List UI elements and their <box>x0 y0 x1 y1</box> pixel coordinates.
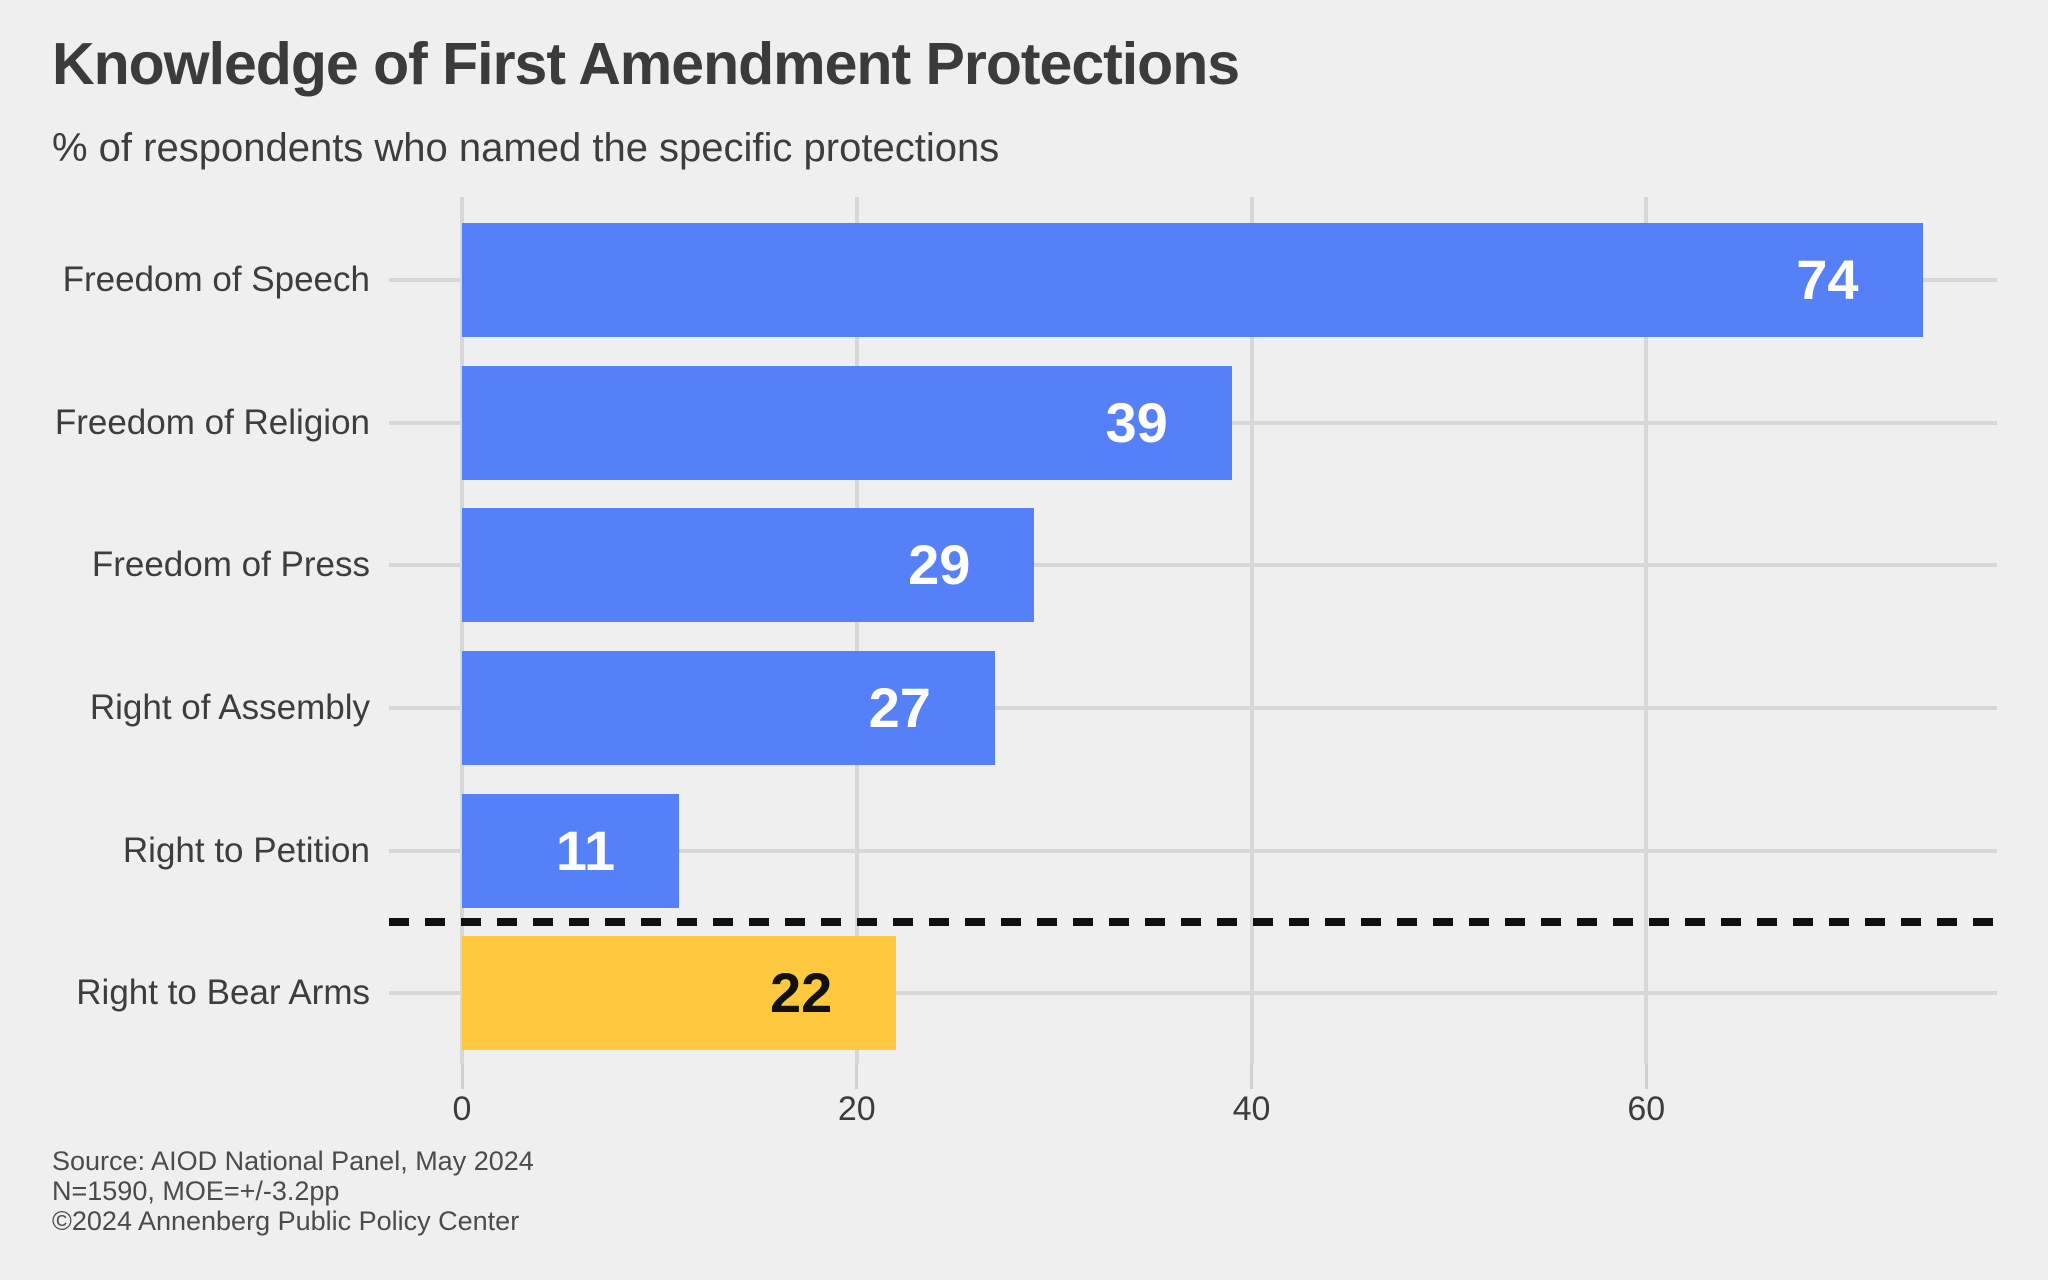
x-axis-tick-label: 40 <box>1232 1090 1271 1128</box>
source-line: ©2024 Annenberg Public Policy Center <box>52 1206 520 1236</box>
gridline-vertical <box>460 197 465 1064</box>
bar-value-label: 27 <box>868 675 931 739</box>
gridline-vertical <box>1644 197 1649 1064</box>
x-axis-tick-label: 0 <box>452 1090 472 1128</box>
source-block: Source: AIOD National Panel, May 2024 N=… <box>52 1146 534 1236</box>
y-axis-label: Right to Bear Arms <box>76 973 370 1013</box>
separator-dashed-line <box>389 917 1997 926</box>
y-axis-label: Right of Assembly <box>89 687 370 727</box>
bar-value-label: 74 <box>1796 248 1859 311</box>
y-axis-label: Freedom of Religion <box>54 402 370 442</box>
x-axis-tick <box>1644 1064 1648 1089</box>
bar: 22 <box>462 936 897 1051</box>
bar: 11 <box>462 793 680 908</box>
y-axis-label: Right to Petition <box>122 830 370 870</box>
bar: 29 <box>462 508 1035 623</box>
x-axis-tick-label: 60 <box>1627 1090 1666 1128</box>
source-line: Source: AIOD National Panel, May 2024 <box>52 1146 534 1176</box>
gridline-vertical <box>1249 197 1254 1064</box>
chart-title: Knowledge of First Amendment Protections <box>52 31 1240 97</box>
bar-value-label: 29 <box>908 533 971 597</box>
x-axis-tick-label: 20 <box>837 1090 876 1128</box>
source-line: N=1590, MOE=+/-3.2pp <box>52 1176 340 1206</box>
y-axis-label: Freedom of Press <box>91 545 370 585</box>
y-axis-label: Freedom of Speech <box>62 260 370 299</box>
bar: 74 <box>462 223 1923 337</box>
bar-value-label: 11 <box>555 818 616 882</box>
gridline-horizontal <box>389 991 1997 996</box>
gridline-horizontal <box>389 848 1997 853</box>
x-axis-tick <box>460 1064 464 1089</box>
gridline-horizontal <box>389 563 1997 568</box>
bar: 39 <box>462 365 1232 480</box>
bar-value-label: 39 <box>1105 390 1168 454</box>
bar-value-label: 22 <box>769 961 833 1025</box>
gridline-vertical <box>854 197 859 1064</box>
bar: 27 <box>462 650 995 765</box>
x-axis-tick <box>1250 1064 1254 1089</box>
gridline-horizontal <box>389 705 1997 710</box>
chart-subtitle: % of respondents who named the specific … <box>52 126 1000 170</box>
x-axis-tick <box>855 1064 859 1089</box>
